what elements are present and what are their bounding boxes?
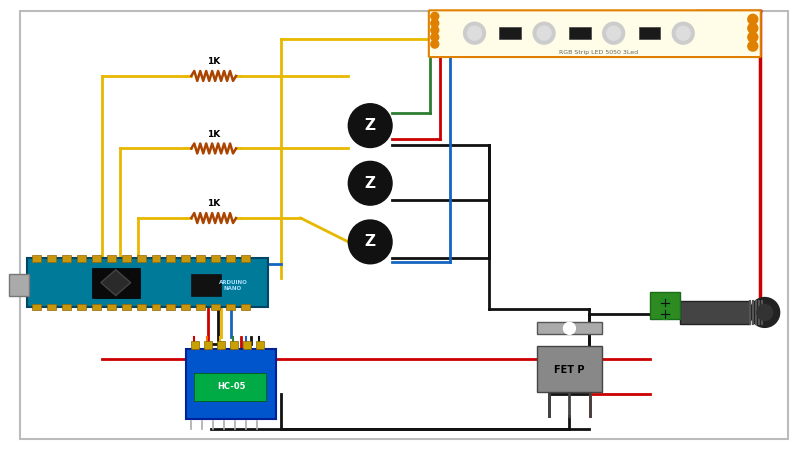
Bar [191,274,221,296]
Circle shape [748,32,758,42]
Text: ARDUINO
NANO: ARDUINO NANO [218,280,247,291]
Circle shape [467,26,482,40]
Bar [499,27,522,39]
Circle shape [431,12,438,20]
Circle shape [748,41,758,51]
Bar [537,322,602,334]
Circle shape [606,26,621,40]
Circle shape [348,104,392,148]
Bar [638,27,660,39]
Circle shape [660,310,670,320]
Bar [92,303,101,310]
Bar [196,255,206,262]
Bar [151,303,161,310]
Bar [137,303,146,310]
Circle shape [563,322,575,334]
Bar [537,346,602,392]
Text: FET P: FET P [554,365,585,375]
Bar [194,373,266,401]
Circle shape [348,162,392,205]
Text: RGB Strip LED 5050 3Led: RGB Strip LED 5050 3Led [559,50,638,55]
Bar [191,341,199,349]
Circle shape [533,22,555,44]
Text: 1K: 1K [207,199,220,208]
Bar [32,303,42,310]
Circle shape [348,220,392,264]
Circle shape [431,19,438,27]
Circle shape [431,26,438,34]
Circle shape [660,297,670,307]
Bar [569,27,591,39]
Bar [217,341,225,349]
Circle shape [672,22,694,44]
Circle shape [602,22,625,44]
Bar [166,255,175,262]
Bar [107,255,116,262]
Circle shape [676,26,690,40]
Circle shape [537,26,551,40]
Bar [27,258,268,307]
Text: Z: Z [365,176,376,191]
Circle shape [748,14,758,24]
Bar [196,303,206,310]
Bar [47,255,56,262]
Bar [62,255,71,262]
Bar [211,255,220,262]
Text: Z: Z [365,118,376,133]
Text: 1K: 1K [207,130,220,139]
Bar [256,341,264,349]
Bar [182,303,190,310]
Bar [230,341,238,349]
Bar [10,274,30,296]
Bar [241,303,250,310]
Bar [650,292,680,320]
Bar [226,303,235,310]
Text: Z: Z [365,234,376,249]
Bar [137,255,146,262]
Circle shape [750,297,780,327]
Bar [107,303,116,310]
Bar [47,303,56,310]
Bar [151,255,161,262]
Bar [77,255,86,262]
Polygon shape [101,270,130,296]
Bar [243,341,251,349]
Bar [122,255,130,262]
Bar [166,303,175,310]
Circle shape [464,22,486,44]
Bar [211,303,220,310]
Bar [92,255,101,262]
Bar [186,349,276,419]
Text: 1K: 1K [207,57,220,66]
Bar [226,255,235,262]
Bar [182,255,190,262]
Bar [204,341,212,349]
Bar [92,268,140,297]
Bar [32,255,42,262]
FancyBboxPatch shape [429,10,761,57]
Bar [62,303,71,310]
Bar [241,255,250,262]
Bar [122,303,130,310]
Circle shape [431,33,438,41]
Circle shape [748,23,758,33]
Text: HC-05: HC-05 [217,382,246,392]
Circle shape [431,40,438,48]
Bar [77,303,86,310]
Bar [680,301,750,324]
Circle shape [757,305,773,320]
